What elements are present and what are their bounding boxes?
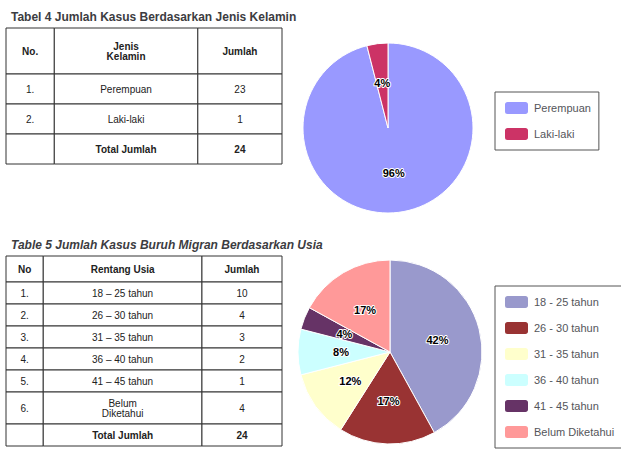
svg-text:Laki-laki: Laki-laki [534, 128, 574, 140]
svg-text:4%: 4% [374, 77, 390, 89]
svg-text:No.: No. [22, 46, 38, 57]
svg-text:6.: 6. [20, 403, 28, 414]
svg-text:No: No [18, 264, 31, 275]
svg-text:1: 1 [239, 376, 245, 387]
svg-text:31 - 35 tahun: 31 - 35 tahun [534, 348, 599, 360]
svg-text:4: 4 [239, 403, 245, 414]
svg-text:1.: 1. [20, 288, 28, 299]
svg-text:5.: 5. [20, 376, 28, 387]
svg-text:Total Jumlah: Total Jumlah [96, 144, 157, 155]
svg-text:36 - 40 tahun: 36 - 40 tahun [534, 374, 599, 386]
svg-text:4.: 4. [20, 354, 28, 365]
svg-text:31 – 35 tahun: 31 – 35 tahun [92, 332, 153, 343]
svg-text:Jumlah: Jumlah [222, 46, 257, 57]
svg-text:Belum: Belum [108, 397, 137, 409]
svg-text:8%: 8% [333, 346, 349, 358]
svg-text:Total Jumlah: Total Jumlah [92, 430, 153, 441]
svg-text:41 - 45 tahun: 41 - 45 tahun [534, 400, 599, 412]
svg-text:3.: 3. [20, 332, 28, 343]
svg-text:2.: 2. [20, 310, 28, 321]
svg-text:26 - 30 tahun: 26 - 30 tahun [534, 322, 599, 334]
svg-text:18 - 25 tahun: 18 - 25 tahun [534, 296, 599, 308]
svg-text:23: 23 [234, 84, 246, 95]
svg-text:2: 2 [239, 354, 245, 365]
svg-text:Jumlah: Jumlah [224, 264, 259, 275]
svg-text:4: 4 [239, 310, 245, 321]
svg-text:17%: 17% [354, 304, 376, 316]
svg-text:96%: 96% [383, 167, 405, 179]
svg-text:Kelamin: Kelamin [107, 51, 146, 62]
svg-text:41 – 45 tahun: 41 – 45 tahun [92, 376, 153, 387]
svg-text:24: 24 [234, 144, 246, 155]
svg-text:Rentang Usia: Rentang Usia [91, 264, 155, 275]
svg-text:17%: 17% [377, 395, 399, 407]
svg-text:Jenis: Jenis [113, 40, 139, 52]
svg-text:Laki-laki: Laki-laki [108, 114, 145, 125]
svg-text:24: 24 [236, 430, 248, 441]
svg-text:1: 1 [237, 114, 243, 125]
svg-text:42%: 42% [426, 334, 448, 346]
svg-text:18 – 25 tahun: 18 – 25 tahun [92, 288, 153, 299]
svg-text:2.: 2. [26, 114, 34, 125]
svg-text:Belum Diketahui: Belum Diketahui [534, 426, 614, 438]
svg-text:Perempuan: Perempuan [534, 102, 591, 114]
svg-text:10: 10 [236, 288, 248, 299]
svg-text:Tabel 4 Jumlah Kasus Berdasark: Tabel 4 Jumlah Kasus Berdasarkan Jenis K… [11, 10, 296, 24]
svg-text:26 – 30 tahun: 26 – 30 tahun [92, 310, 153, 321]
svg-text:1.: 1. [26, 84, 34, 95]
svg-text:Perempuan: Perempuan [100, 84, 152, 95]
svg-text:3: 3 [239, 332, 245, 343]
svg-text:Table 5 Jumlah Kasus Buruh Mig: Table 5 Jumlah Kasus Buruh Migran Berdas… [11, 238, 323, 252]
svg-text:36 – 40 tahun: 36 – 40 tahun [92, 354, 153, 365]
svg-text:12%: 12% [339, 375, 361, 387]
svg-text:Diketahui: Diketahui [102, 408, 144, 419]
svg-text:4%: 4% [336, 328, 352, 340]
